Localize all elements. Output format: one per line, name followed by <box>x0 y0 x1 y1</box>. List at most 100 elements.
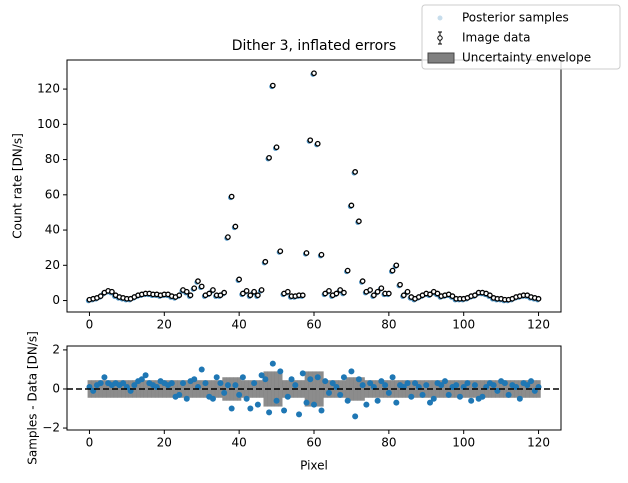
residual <box>120 380 127 387</box>
data-point <box>314 140 321 147</box>
residual <box>464 380 471 387</box>
data-point <box>187 292 194 299</box>
data-point <box>243 288 250 294</box>
envelope <box>405 380 410 398</box>
x-tick-label: 80 <box>381 318 396 332</box>
envelope <box>136 380 141 398</box>
y-tick-label: 0 <box>52 293 60 307</box>
envelope <box>181 380 186 398</box>
x-tick-label: 20 <box>157 318 172 332</box>
residual <box>427 399 434 406</box>
data-point <box>359 278 366 285</box>
residual <box>408 393 415 400</box>
data-point <box>206 290 213 297</box>
data-point <box>251 288 257 295</box>
residual <box>471 382 478 389</box>
residual <box>367 380 374 387</box>
residual <box>183 395 190 402</box>
y-tick-label: 2 <box>52 342 60 356</box>
residual <box>97 380 104 387</box>
residual <box>198 366 205 373</box>
envelope <box>413 380 418 398</box>
data-point <box>356 218 362 225</box>
residual <box>243 395 250 402</box>
envelope <box>252 380 257 398</box>
data-point <box>333 290 340 297</box>
residual <box>266 409 273 416</box>
envelope <box>476 380 481 398</box>
residual <box>352 413 359 420</box>
x-tick-label: 120 <box>527 436 550 450</box>
envelope <box>278 371 283 407</box>
residual <box>340 374 347 381</box>
legend-marker <box>437 15 443 21</box>
residual <box>292 382 299 389</box>
residual <box>419 391 426 398</box>
data-point <box>487 292 493 299</box>
residual <box>348 368 355 375</box>
envelope <box>98 380 103 398</box>
data-point <box>97 293 104 299</box>
residual <box>412 380 419 387</box>
residual <box>176 391 183 398</box>
data-point <box>400 292 407 299</box>
residual <box>479 393 486 400</box>
x-tick-label: 40 <box>232 318 247 332</box>
data-point <box>109 288 115 295</box>
envelope <box>386 380 392 398</box>
residual <box>505 391 512 398</box>
data-point <box>269 82 276 89</box>
residual <box>131 382 138 389</box>
residual <box>299 370 306 377</box>
residual <box>325 389 332 396</box>
residual <box>296 411 303 418</box>
envelope <box>162 380 167 398</box>
residual <box>337 391 344 398</box>
envelope <box>469 380 474 398</box>
data-point <box>221 289 228 296</box>
data-point <box>273 144 280 151</box>
envelope <box>368 380 373 398</box>
legend-marker <box>437 35 443 41</box>
residual <box>344 397 351 404</box>
data-point <box>217 292 224 299</box>
data-point <box>240 290 246 297</box>
residual <box>258 372 265 379</box>
residual <box>142 372 149 379</box>
y-axis-label: Samples - Data [DN/s] <box>26 331 40 465</box>
y-tick-label: 120 <box>37 82 60 96</box>
residual <box>374 397 381 404</box>
residual <box>404 380 411 387</box>
envelope <box>521 380 526 398</box>
x-tick-label: 100 <box>452 436 475 450</box>
residual <box>303 399 310 406</box>
data-point <box>299 292 306 299</box>
envelope <box>188 380 193 398</box>
data-point <box>341 289 347 296</box>
y-tick-label: 0 <box>52 381 60 395</box>
envelope <box>379 380 384 398</box>
residual <box>236 391 243 398</box>
residual <box>329 380 336 387</box>
residual <box>355 376 362 383</box>
residual <box>221 389 228 396</box>
envelope <box>342 380 347 398</box>
x-tick-label: 80 <box>381 436 396 450</box>
data-point <box>337 287 344 293</box>
residual <box>209 395 216 402</box>
data-point <box>348 202 355 209</box>
data-point <box>195 278 201 285</box>
residual <box>382 382 389 389</box>
x-tick-label: 0 <box>86 436 94 450</box>
data-point <box>393 262 400 269</box>
envelope <box>315 371 320 407</box>
envelope <box>297 380 302 398</box>
residual <box>239 374 246 381</box>
residual <box>359 382 366 389</box>
data-point <box>262 258 269 265</box>
residual <box>438 382 445 389</box>
data-point <box>378 285 385 292</box>
envelope <box>244 380 249 398</box>
residual <box>288 376 295 383</box>
data-point <box>318 251 325 258</box>
